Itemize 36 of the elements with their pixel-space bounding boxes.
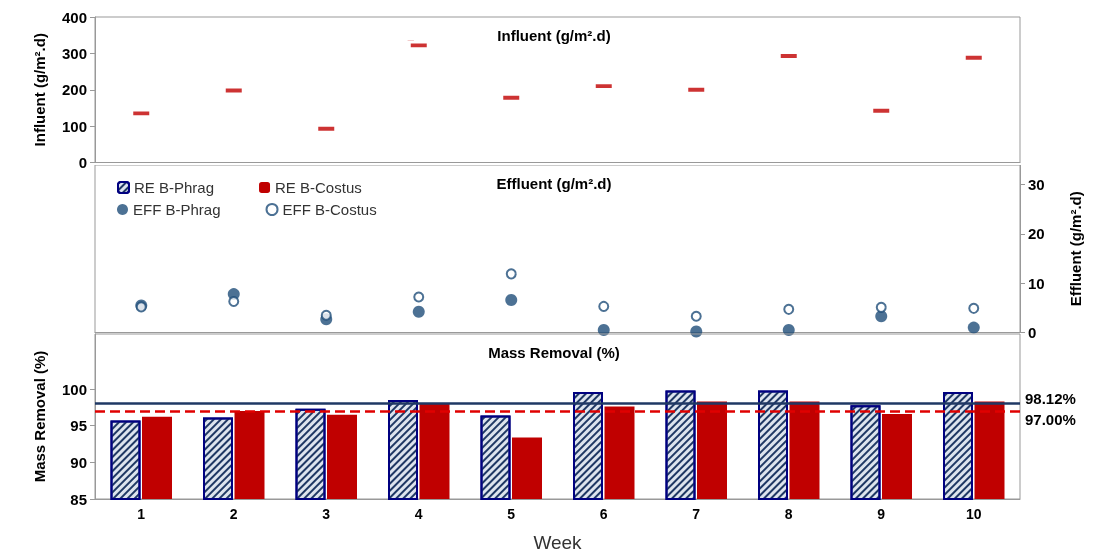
ref-line-label: 97.00%: [1025, 410, 1076, 428]
x-tick-label: 5: [507, 506, 516, 522]
x-tick-label: 6: [599, 506, 608, 522]
y-axis-title: Mass Removal (%): [31, 350, 48, 483]
y2-tick-label: 30: [1028, 176, 1045, 194]
y2-tick-label: 10: [1028, 274, 1045, 292]
legend-label: RE B-Costus: [275, 179, 362, 196]
x-tick-label: 8: [784, 506, 793, 522]
ref-line-label: 98.12%: [1025, 390, 1076, 408]
y-tick-label: 300: [61, 44, 87, 62]
x-tick-label: 9: [877, 506, 886, 522]
y-tick-label: 0: [78, 154, 87, 171]
x-axis-title: Week: [533, 532, 583, 553]
legend-label: EFF B-Phrag: [133, 201, 221, 218]
y-tick-label: 200: [61, 81, 87, 99]
x-tick-label: 2: [229, 506, 238, 522]
y-tick-label: 100: [61, 117, 87, 135]
x-tick-label: 7: [692, 506, 701, 522]
text: Mass Removal (%): [488, 344, 620, 361]
y-tick-label: 85: [70, 490, 87, 508]
legend-label: EFF B-Costus: [282, 201, 377, 218]
x-tick-label: 10: [965, 506, 982, 522]
y2-tick-label: 20: [1028, 225, 1045, 243]
y-axis-title: Influent (g/m².d): [31, 33, 48, 147]
x-tick-label: 4: [414, 506, 423, 522]
y2-axis-title: Effluent (g/m².d): [1067, 191, 1084, 307]
y-tick-label: 90: [70, 453, 87, 471]
y-tick-label: 95: [70, 417, 87, 435]
text: Effluent (g/m².d): [496, 175, 612, 192]
x-tick-label: 3: [322, 506, 331, 522]
y-tick-label: 400: [61, 8, 87, 26]
legend-label: RE B-Phrag: [134, 179, 215, 196]
y-tick-label: 100: [61, 380, 87, 398]
x-tick-label: 1: [137, 506, 146, 522]
y2-tick-label: 0: [1028, 324, 1037, 341]
text: Influent (g/m².d): [497, 27, 611, 44]
